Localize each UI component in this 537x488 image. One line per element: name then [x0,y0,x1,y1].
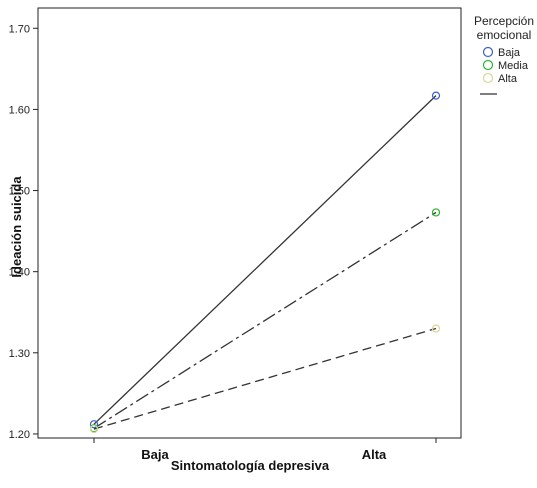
legend-marker-alta [482,72,494,84]
y-tick-label-4: 1.60 [9,104,30,116]
series-markers [89,91,441,434]
y-tick-label-0: 1.20 [9,429,30,441]
legend-label-alta: Alta [498,73,518,85]
point-alta-baja [89,424,99,434]
point-baja-alta [431,91,441,100]
x-tick-label-0: Baja [141,447,169,462]
x-axis-ticks: Baja Alta [93,438,437,462]
legend-label-baja: Baja [498,47,521,59]
x-tick-label-1: Alta [362,447,387,462]
plot-frame [37,7,462,439]
legend-label-media: Media [498,60,529,72]
y-tick-label-2: 1.40 [9,267,30,279]
y-tick-label-1: 1.30 [9,348,30,360]
point-alta-alta [431,324,441,333]
legend-title-line-2: emocional [477,28,532,42]
series-line-alta [93,327,437,430]
point-media-alta [431,208,441,217]
series-lines [93,95,437,430]
legend-marker-media [482,59,494,71]
legend-marker-baja [482,46,494,58]
point-baja-baja [89,420,99,429]
series-line-baja [93,95,437,425]
y-axis-title: Ideación suicida [9,176,24,278]
series-line-media [93,211,437,429]
y-axis-ticks: 1.20 1.30 1.40 1.50 1.60 1.70 [9,23,38,441]
x-axis-title: Sintomatología depresiva [171,458,330,473]
legend-title-line-1: Percepción [474,14,534,28]
y-tick-label-3: 1.50 [9,186,30,198]
y-tick-label-5: 1.70 [9,23,30,35]
